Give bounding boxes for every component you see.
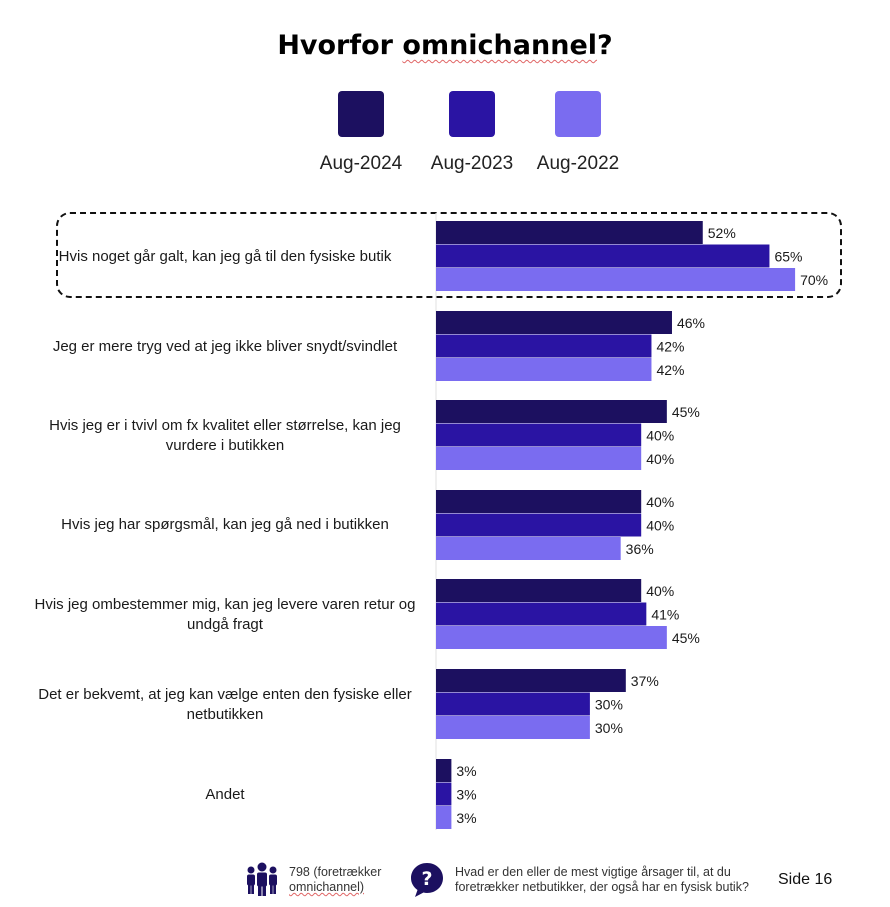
svg-text:?: ? [421, 868, 432, 890]
bar [436, 311, 672, 334]
title-keyword: omnichannel [402, 30, 598, 61]
legend-label-aug-2023: Aug-2023 [430, 153, 514, 174]
bar [436, 602, 647, 626]
data-label: 37% [631, 673, 659, 689]
bar [436, 244, 770, 268]
data-label: 3% [456, 786, 476, 802]
legend-swatch-aug-2023 [449, 91, 495, 137]
legend-swatch-aug-2022 [555, 91, 601, 137]
bar [436, 268, 796, 291]
legend-label-aug-2024: Aug-2024 [319, 153, 403, 174]
data-label: 41% [651, 606, 679, 622]
legend-item-aug-2022: Aug-2022 [518, 91, 638, 175]
data-label: 70% [800, 272, 828, 288]
legend-swatch-aug-2024 [338, 91, 384, 137]
data-label: 65% [774, 248, 802, 264]
bar [436, 221, 703, 244]
data-label: 3% [456, 763, 476, 779]
page-number: Side 16 [778, 871, 833, 888]
data-label: 40% [646, 494, 674, 510]
bar [436, 669, 626, 692]
legend-item-aug-2023: Aug-2023 [412, 91, 532, 175]
data-label: 45% [672, 630, 700, 646]
chart-title: Hvorfor omnichannel? [0, 30, 890, 61]
legend-item-aug-2024: Aug-2024 [301, 91, 421, 175]
bar [436, 447, 642, 470]
question-mark-icon: ? [411, 863, 443, 897]
category-label: Hvis noget går galt, kan jeg gå til den … [58, 248, 392, 265]
highlight-dashed-box [56, 212, 842, 298]
legend-label-aug-2022: Aug-2022 [536, 153, 620, 174]
data-label: 45% [672, 404, 700, 420]
bar [436, 806, 452, 829]
category-label: Hvis jeg er i tvivl om fx kvalitet eller… [49, 417, 401, 454]
data-label: 52% [708, 225, 736, 241]
bar [436, 513, 642, 537]
respondents-line-2: omnichannel) [289, 880, 365, 894]
bar [436, 579, 642, 602]
data-label: 3% [456, 810, 476, 826]
category-label: Andet [205, 786, 245, 803]
people-icon [247, 862, 277, 896]
data-label: 30% [595, 696, 623, 712]
bar [436, 759, 452, 782]
bar [436, 692, 590, 716]
data-label: 40% [646, 583, 674, 599]
category-label: Hvis jeg ombestemmer mig, kan jeg levere… [34, 596, 416, 633]
bar [436, 400, 667, 423]
title-text: Hvorfor [277, 30, 403, 61]
respondents-note: 798 (foretrækker omnichannel) [289, 865, 381, 895]
data-label: 40% [646, 517, 674, 533]
question-line-2: foretrækker netbutikker, der også har en… [455, 880, 749, 894]
bar [436, 490, 642, 513]
data-label: 46% [677, 315, 705, 331]
question-line-1: Hvad er den eller de mest vigtige årsage… [455, 865, 731, 879]
category-label: Det er bekvemt, at jeg kan vælge enten d… [38, 686, 412, 723]
bar [436, 782, 452, 806]
bar [436, 716, 590, 739]
data-label: 40% [646, 427, 674, 443]
data-label: 42% [656, 338, 684, 354]
bar [436, 537, 621, 560]
respondents-line-1: 798 (foretrækker [289, 865, 382, 879]
bar [436, 358, 652, 381]
title-punctuation: ? [597, 30, 613, 61]
bar [436, 334, 652, 358]
category-label: Jeg er mere tryg ved at jeg ikke bliver … [52, 338, 398, 355]
data-label: 42% [656, 362, 684, 378]
data-label: 30% [595, 720, 623, 736]
survey-question: Hvad er den eller de mest vigtige årsage… [455, 865, 749, 895]
data-label: 36% [626, 541, 654, 557]
bar [436, 626, 667, 649]
category-label: Hvis jeg har spørgsmål, kan jeg gå ned i… [61, 516, 389, 533]
data-label: 40% [646, 451, 674, 467]
bar [436, 423, 642, 447]
